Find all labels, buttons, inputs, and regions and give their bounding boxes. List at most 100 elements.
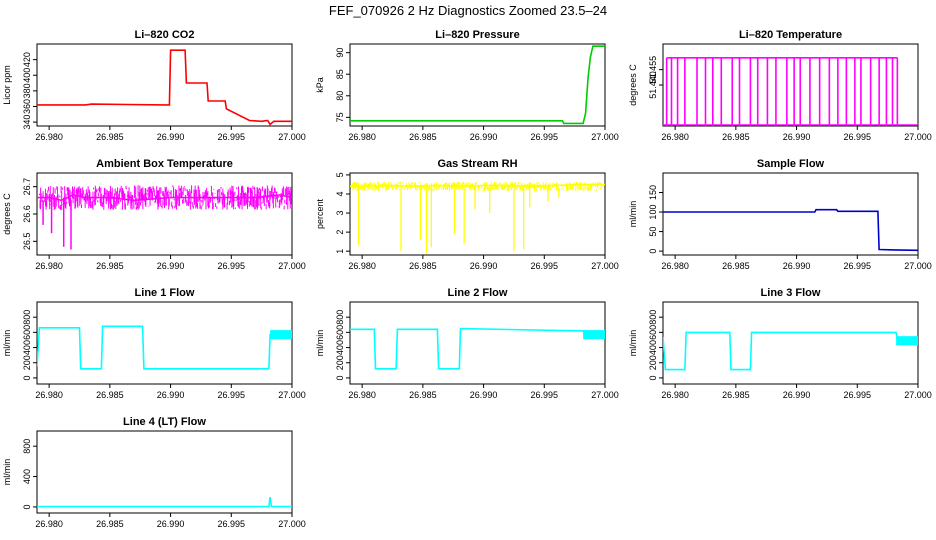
y-axis-label: degrees C (628, 64, 638, 106)
series-line (37, 49, 292, 126)
x-tick-label: 26.995 (218, 132, 246, 142)
x-tick-label: 26.980 (661, 390, 689, 400)
x-tick-label: 26.985 (722, 390, 750, 400)
x-tick-label: 26.980 (348, 261, 376, 271)
chart-panel-8: Line 2 Flow ml/min 26.980 26.985 26.990 26.99… (315, 287, 619, 400)
plot-area (350, 181, 605, 254)
y-tick-label: 420 (22, 52, 32, 67)
panel-title: Li–820 Pressure (435, 29, 519, 41)
chart-panel-7: Line 1 Flow ml/min 26.980 26.985 26.990 26.99… (2, 287, 306, 400)
y-tick-label: 800 (648, 310, 658, 325)
x-tick-label: 26.990 (783, 132, 811, 142)
y-tick-label: 360 (22, 99, 32, 114)
series-line (37, 496, 292, 508)
y-tick-label: 85 (335, 69, 345, 79)
x-tick-label: 26.980 (661, 132, 689, 142)
y-axis-label: ml/min (628, 201, 638, 228)
x-tick-label: 27.000 (591, 132, 619, 142)
series-line (350, 45, 605, 125)
y-tick-label: 800 (22, 439, 32, 454)
plot-frame (349, 43, 606, 127)
x-tick-label: 26.980 (348, 132, 376, 142)
plot-frame (36, 172, 293, 256)
y-axis-label: ml/min (628, 330, 638, 357)
chart-panel-3: Li–820 Temperature degrees C 26.980 26.985 2… (628, 29, 932, 142)
x-tick-label: 26.990 (157, 390, 185, 400)
x-tick-label: 26.985 (722, 132, 750, 142)
y-axis-label: ml/min (315, 330, 325, 357)
x-tick-label: 26.995 (531, 132, 559, 142)
plot-area (663, 57, 918, 126)
y-axis-label: kPa (315, 77, 325, 93)
dense-band (583, 330, 605, 340)
y-axis-label: percent (315, 198, 325, 229)
x-tick-label: 26.990 (470, 261, 498, 271)
y-tick-label: 80 (335, 91, 345, 101)
y-tick-label: 800 (335, 310, 345, 325)
y-tick-label: 51.455 (648, 56, 658, 84)
panel-title: Ambient Box Temperature (96, 158, 233, 170)
y-tick-label: 90 (335, 48, 345, 58)
x-tick-label: 26.995 (218, 261, 246, 271)
y-axis-label: ml/min (2, 459, 12, 486)
panel-title: Li–820 Temperature (739, 29, 842, 41)
y-tick-label: 200 (648, 355, 658, 370)
y-tick-label: 600 (335, 325, 345, 340)
figure-title: FEF_070926 2 Hz Diagnostics Zoomed 23.5–… (329, 3, 607, 18)
plot-area (37, 49, 292, 126)
x-tick-label: 27.000 (904, 261, 932, 271)
y-tick-label: 51.440 (648, 71, 658, 99)
x-tick-label: 27.000 (904, 390, 932, 400)
y-axis-label: ml/min (2, 330, 12, 357)
x-tick-label: 27.000 (278, 390, 306, 400)
y-tick-label: 4 (335, 191, 345, 196)
y-tick-label: 26.6 (22, 205, 32, 223)
y-tick-label: 600 (648, 325, 658, 340)
plot-frame (36, 43, 293, 127)
x-tick-label: 26.990 (783, 261, 811, 271)
series-line (37, 325, 292, 370)
chart-panel-6: Sample Flow ml/min 26.980 26.985 26.990 26.99… (628, 158, 932, 271)
x-tick-label: 26.985 (409, 390, 437, 400)
x-tick-label: 26.990 (157, 261, 185, 271)
x-tick-label: 26.995 (844, 390, 872, 400)
y-tick-label: 75 (335, 112, 345, 122)
plot-frame (662, 172, 919, 256)
x-tick-label: 26.985 (96, 519, 124, 529)
y-tick-label: 400 (22, 68, 32, 83)
x-tick-label: 26.995 (844, 261, 872, 271)
plot-frame (349, 301, 606, 385)
x-tick-label: 26.995 (531, 261, 559, 271)
x-tick-label: 27.000 (278, 132, 306, 142)
y-tick-label: 0 (22, 504, 32, 509)
y-tick-label: 50 (648, 227, 658, 237)
plot-frame (36, 430, 293, 514)
x-tick-label: 26.980 (35, 390, 63, 400)
x-tick-label: 26.995 (218, 519, 246, 529)
x-tick-label: 26.985 (409, 132, 437, 142)
plot-area (350, 45, 605, 125)
y-tick-label: 0 (648, 375, 658, 380)
y-axis-label: Licor ppm (2, 65, 12, 105)
y-tick-label: 5 (335, 172, 345, 177)
panel-title: Line 4 (LT) Flow (123, 416, 206, 428)
series-line (663, 331, 918, 371)
panel-title: Line 1 Flow (135, 287, 195, 299)
plot-frame (662, 301, 919, 385)
x-tick-label: 26.980 (35, 519, 63, 529)
y-tick-label: 0 (335, 375, 345, 380)
chart-panel-10: Line 4 (LT) Flow ml/min 26.980 26.985 26.990… (2, 416, 306, 529)
x-tick-label: 26.990 (157, 519, 185, 529)
plot-frame (36, 301, 293, 385)
x-tick-label: 27.000 (591, 390, 619, 400)
x-tick-label: 26.985 (96, 132, 124, 142)
x-tick-label: 26.980 (661, 261, 689, 271)
panel-title: Gas Stream RH (437, 158, 517, 170)
x-tick-label: 26.980 (348, 390, 376, 400)
x-tick-label: 26.990 (157, 132, 185, 142)
x-tick-label: 27.000 (278, 519, 306, 529)
y-tick-label: 150 (648, 185, 658, 200)
dense-band (896, 336, 918, 346)
y-tick-label: 400 (22, 469, 32, 484)
